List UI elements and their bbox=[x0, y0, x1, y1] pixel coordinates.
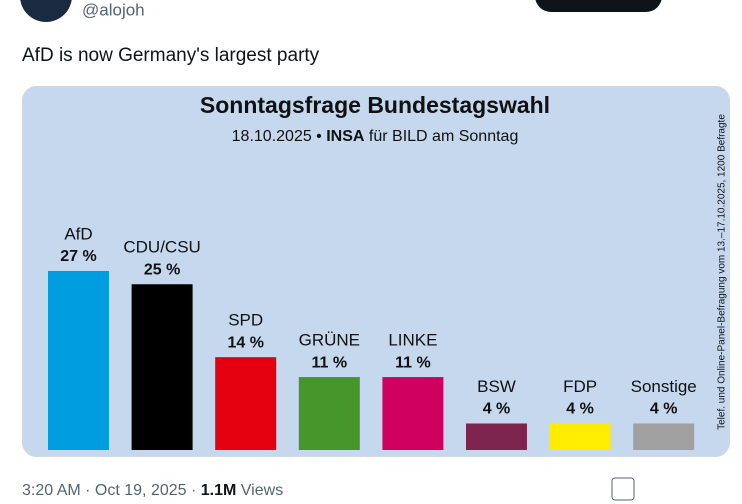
bar-value-label: 25 % bbox=[144, 261, 180, 278]
bar-category-label: GRÜNE bbox=[299, 331, 360, 350]
timestamp: 3:20 AM · Oct 19, 2025 · bbox=[22, 482, 196, 499]
bar bbox=[549, 423, 611, 450]
bar-category-label: Sonstige bbox=[631, 377, 697, 396]
bar bbox=[382, 377, 444, 450]
bar bbox=[215, 357, 277, 450]
bar-value-label: 4 % bbox=[483, 401, 511, 418]
views-count: 1.1M bbox=[201, 482, 237, 499]
bar bbox=[466, 423, 527, 450]
bookmark-icon[interactable] bbox=[611, 477, 635, 501]
chart-subtitle: 18.10.2025 • INSA für BILD am Sonntag bbox=[232, 128, 519, 145]
tweet-meta: 3:20 AM · Oct 19, 2025 · 1.1M Views bbox=[22, 482, 283, 499]
bar bbox=[633, 423, 695, 450]
bar-category-label: LINKE bbox=[388, 331, 437, 350]
subtitle-date: 18.10.2025 • bbox=[232, 128, 322, 145]
bar-value-label: 14 % bbox=[227, 334, 263, 351]
avatar[interactable] bbox=[20, 0, 72, 22]
subtitle-source: INSA bbox=[326, 128, 365, 145]
tweet-text: AfD is now Germany's largest party bbox=[22, 45, 320, 66]
bar-value-label: 27 % bbox=[60, 248, 96, 265]
bar bbox=[298, 377, 360, 450]
follow-button[interactable] bbox=[535, 0, 662, 12]
bar-value-label: 11 % bbox=[312, 354, 348, 371]
bar-category-label: SPD bbox=[228, 311, 263, 330]
chart-title: Sonntagsfrage Bundestagswahl bbox=[200, 92, 550, 118]
bar-category-label: AfD bbox=[64, 224, 92, 243]
views-label: Views bbox=[241, 482, 283, 499]
bar bbox=[131, 284, 193, 450]
bar-value-label: 11 % bbox=[395, 354, 431, 371]
bar bbox=[48, 270, 109, 450]
bar-value-label: 4 % bbox=[650, 401, 678, 418]
bar-category-label: FDP bbox=[563, 377, 597, 396]
bar-category-label: BSW bbox=[477, 377, 516, 396]
bar-category-label: CDU/CSU bbox=[123, 238, 200, 257]
subtitle-client: für BILD am Sonntag bbox=[369, 128, 518, 145]
chart-note: Telef. und Online-Panel-Befragung vom 13… bbox=[717, 114, 728, 430]
chart-image[interactable] bbox=[22, 86, 730, 457]
bar-value-label: 4 % bbox=[566, 401, 594, 418]
handle[interactable]: @alojoh bbox=[82, 0, 145, 19]
